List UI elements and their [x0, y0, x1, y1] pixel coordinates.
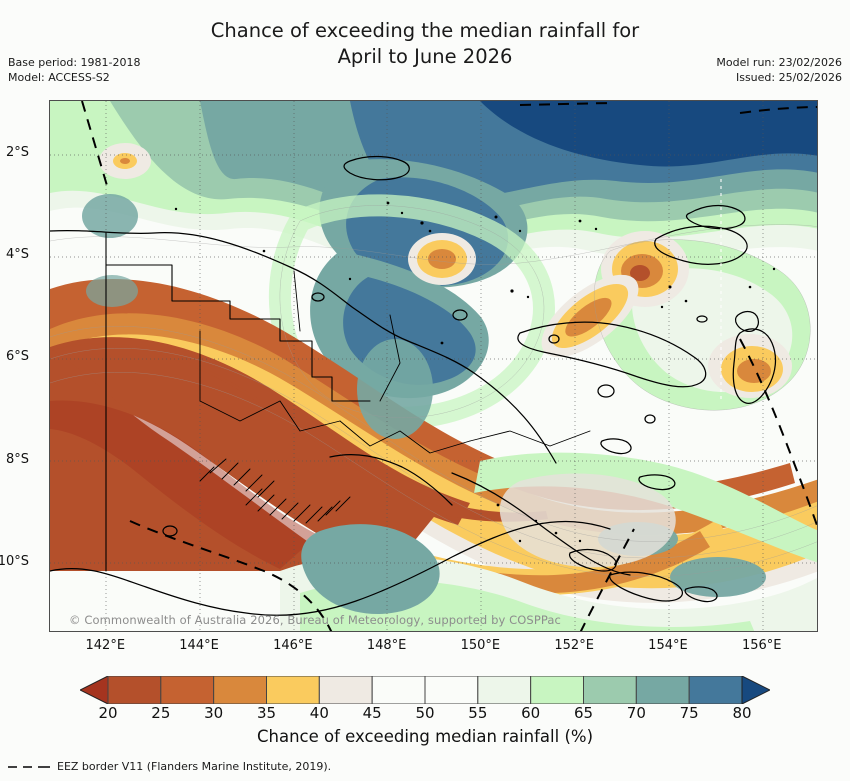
colorbar-tick-label: 40 [309, 704, 329, 722]
latitude-tick-label: 8°S [5, 451, 29, 467]
colorbar-tick-label: 75 [679, 704, 699, 722]
metadata-left: Base period: 1981-2018 Model: ACCESS-S2 [8, 55, 140, 85]
latitude-tick-label: 4°S [5, 247, 29, 263]
colorbar-band [530, 676, 585, 704]
colorbar-band [583, 676, 637, 704]
map-panel[interactable] [49, 100, 818, 632]
colorbar-tick-label: 60 [521, 704, 541, 722]
longitude-tick-label: 142°E [85, 638, 126, 653]
eez-legend-label: EEZ border V11 (Flanders Marine Institut… [57, 760, 332, 773]
colorbar-tick-label: 55 [468, 704, 488, 722]
colorbar-band [160, 676, 215, 704]
colorbar-tick-label: 50 [415, 704, 435, 722]
colorbar-band [318, 676, 373, 704]
colorbar-tick-label: 25 [151, 704, 171, 722]
colorbar-band [371, 676, 426, 704]
footer-legend: EEZ border V11 (Flanders Marine Institut… [6, 760, 331, 773]
longitude-tick-label: 152°E [554, 638, 594, 653]
model-text: Model: ACCESS-S2 [8, 71, 110, 84]
colorbar-under-arrow [80, 676, 109, 704]
colorbar-tick-label: 35 [256, 704, 277, 722]
issued-text: Issued: 25/02/2026 [735, 71, 842, 84]
longitude-tick-label: 154°E [648, 638, 688, 653]
base-period-text: Base period: 1981-2018 [8, 56, 141, 69]
eez-dash-sample-icon [8, 765, 50, 768]
colorbar-tick-label: 20 [98, 704, 118, 722]
colorbar-title: Chance of exceeding median rainfall (%) [256, 727, 594, 746]
latitude-tick-label: 10°S [0, 553, 29, 569]
map-frame [49, 100, 818, 632]
title-line-1: Chance of exceeding the median rainfall … [210, 19, 640, 42]
colorbar-band [424, 676, 479, 704]
colorbar-over-arrow [741, 676, 770, 704]
longitude-tick-label: 150°E [460, 638, 501, 653]
longitude-tick-label: 146°E [273, 638, 313, 653]
longitude-tick-label: 148°E [366, 638, 407, 653]
colorbar-band [266, 676, 320, 704]
colorbar-band [635, 676, 690, 704]
colorbar-band [688, 676, 743, 704]
colorbar-tick-label: 80 [732, 704, 752, 722]
rainfall-probability-map [50, 101, 817, 631]
colorbar-band [477, 676, 532, 704]
colorbar-tick-label: 70 [626, 704, 646, 722]
colorbar-band [107, 676, 162, 704]
metadata-right: Model run: 23/02/2026 Issued: 25/02/2026 [716, 55, 842, 85]
colorbar-tick-label: 45 [362, 704, 382, 722]
colorbar-tick-label: 30 [204, 704, 224, 722]
colorbar-tick-label: 65 [573, 704, 594, 722]
title-line-2: April to June 2026 [337, 45, 513, 68]
model-run-text: Model run: 23/02/2026 [716, 56, 842, 69]
longitude-tick-label: 144°E [179, 638, 219, 653]
colorbar-band [213, 676, 267, 704]
longitude-tick-label: 156°E [741, 638, 782, 653]
latitude-tick-label: 6°S [5, 349, 29, 365]
page-title: Chance of exceeding the median rainfall … [175, 18, 675, 70]
latitude-tick-label: 2°S [5, 144, 29, 160]
colorbar[interactable] [80, 676, 770, 704]
colorbar-swatches [80, 676, 770, 704]
